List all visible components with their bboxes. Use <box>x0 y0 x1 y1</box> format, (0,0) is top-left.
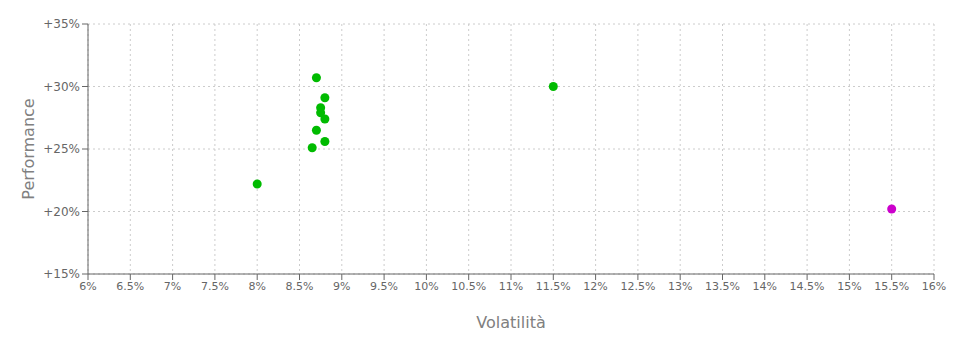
svg-text:9.5%: 9.5% <box>370 280 398 293</box>
svg-text:15%: 15% <box>837 280 861 293</box>
svg-text:+20%: +20% <box>43 205 80 219</box>
svg-text:Volatilità: Volatilità <box>476 313 545 332</box>
svg-text:10.5%: 10.5% <box>451 280 486 293</box>
svg-text:+25%: +25% <box>43 142 80 156</box>
svg-text:15.5%: 15.5% <box>874 280 909 293</box>
svg-text:8.5%: 8.5% <box>286 280 314 293</box>
svg-text:10%: 10% <box>414 280 438 293</box>
svg-text:11.5%: 11.5% <box>536 280 571 293</box>
svg-text:6%: 6% <box>79 280 96 293</box>
svg-text:+30%: +30% <box>43 80 80 94</box>
svg-text:14%: 14% <box>753 280 777 293</box>
svg-text:13%: 13% <box>668 280 692 293</box>
svg-text:6.5%: 6.5% <box>116 280 144 293</box>
svg-text:Performance: Performance <box>19 98 38 199</box>
svg-text:16%: 16% <box>922 280 946 293</box>
svg-text:12%: 12% <box>583 280 607 293</box>
svg-text:14.5%: 14.5% <box>790 280 825 293</box>
svg-text:+15%: +15% <box>43 267 80 281</box>
svg-text:+35%: +35% <box>43 17 80 31</box>
svg-text:9%: 9% <box>333 280 350 293</box>
svg-text:12.5%: 12.5% <box>620 280 655 293</box>
svg-text:11%: 11% <box>499 280 523 293</box>
svg-text:13.5%: 13.5% <box>705 280 740 293</box>
svg-text:7%: 7% <box>164 280 181 293</box>
svg-text:8%: 8% <box>248 280 265 293</box>
svg-text:7.5%: 7.5% <box>201 280 229 293</box>
